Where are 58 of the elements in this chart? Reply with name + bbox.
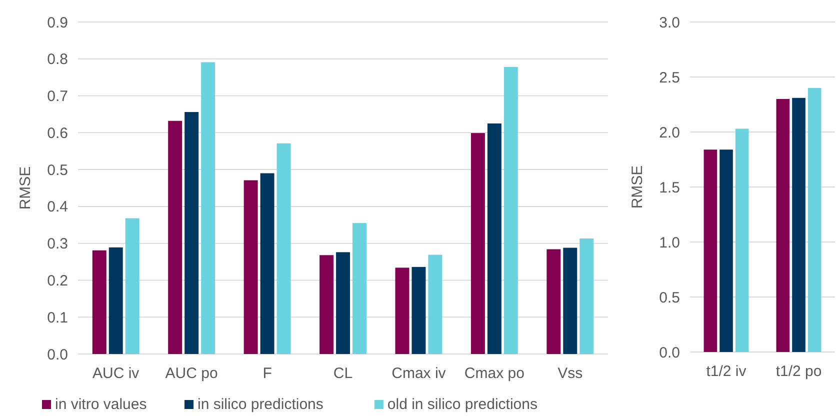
y-tick-label: 0.7 — [47, 88, 68, 106]
bar — [352, 223, 366, 354]
bar — [336, 252, 350, 354]
bar — [260, 173, 274, 354]
bar — [704, 150, 718, 352]
bar — [244, 180, 258, 354]
bar — [184, 112, 199, 354]
y-tick-label: 0.4 — [47, 198, 68, 216]
y-tick-label: 3.0 — [659, 14, 680, 32]
bar — [108, 247, 123, 354]
legend-label: old in silico predictions — [387, 396, 538, 413]
bar — [487, 123, 502, 354]
bar — [546, 249, 561, 354]
bar — [563, 248, 578, 354]
x-tick-label: F — [262, 365, 272, 382]
x-tick-label: AUC po — [165, 365, 218, 382]
y-tick-label: 0.1 — [47, 309, 68, 326]
bar — [808, 88, 822, 352]
y-tick-label: 1.5 — [659, 179, 680, 196]
y-tick-label: 0.2 — [47, 272, 68, 290]
y-tick-label: 0.0 — [659, 344, 680, 362]
x-tick-label: Vss — [558, 365, 583, 382]
y-axis-title: RMSE — [17, 166, 34, 210]
y-tick-label: 0.9 — [47, 14, 68, 32]
bar — [201, 62, 216, 354]
bar — [412, 266, 426, 354]
bar — [720, 150, 733, 352]
legend-label: in vitro values — [55, 396, 147, 413]
bar — [428, 254, 442, 354]
bar — [320, 255, 334, 354]
bar — [580, 238, 594, 354]
y-tick-label: 0.6 — [47, 124, 68, 142]
x-tick-label: Cmax iv — [392, 365, 446, 382]
bar — [776, 99, 790, 352]
legend-label: in silico predictions — [198, 396, 324, 413]
y-tick-label: 2.0 — [659, 124, 680, 142]
x-tick-label: CL — [333, 365, 353, 382]
bar — [168, 120, 182, 354]
bar — [395, 268, 410, 354]
y-tick-label: 2.5 — [659, 69, 680, 86]
y-tick-label: 1.0 — [659, 234, 680, 252]
y-tick-label: 0.5 — [659, 289, 680, 306]
bar — [125, 218, 140, 354]
bar — [504, 67, 518, 354]
y-axis-title: RMSE — [629, 165, 646, 209]
y-tick-label: 0.8 — [47, 51, 68, 68]
y-tick-label: 0.0 — [47, 346, 68, 364]
bar — [470, 133, 485, 354]
x-tick-label: Cmax po — [464, 365, 524, 382]
bar — [92, 250, 106, 354]
y-tick-label: 0.3 — [47, 236, 68, 253]
bar — [792, 98, 806, 352]
x-tick-label: t1/2 iv — [706, 363, 747, 380]
bar — [276, 143, 291, 354]
y-tick-label: 0.5 — [47, 162, 68, 179]
bar — [735, 128, 749, 352]
x-tick-label: t1/2 po — [776, 363, 822, 380]
x-tick-label: AUC iv — [92, 365, 140, 382]
